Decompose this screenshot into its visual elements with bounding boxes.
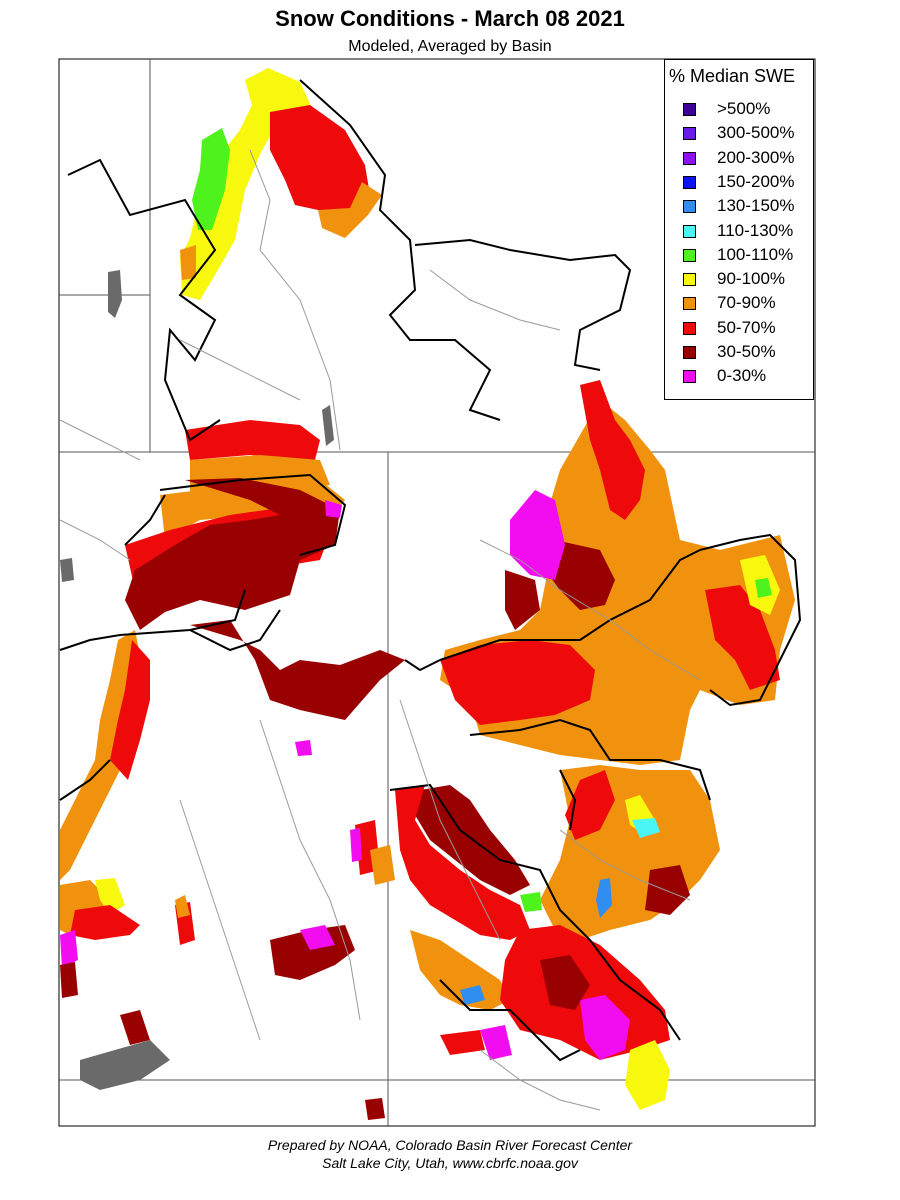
legend-swatch [683,151,696,165]
region-30-50-south-dots-2 [365,1098,385,1120]
legend-swatch [683,127,696,141]
lake-southwest [80,1040,170,1090]
region-50-70-south-b [395,785,530,940]
legend-swatch [683,297,696,311]
snow-regions [60,68,795,1120]
region-50-70-east-core [440,640,595,725]
region-30-50-southeast [540,955,590,1010]
legend-swatch [683,370,696,384]
legend-label: 70-90% [717,293,776,313]
lake-west [108,270,122,318]
legend-swatch [683,175,696,189]
region-0-30-mid-spot [350,828,362,862]
legend-label: 110-130% [717,220,794,240]
lake-west-2 [60,558,74,582]
region-30-50-south-dots [120,1010,150,1045]
legend-title: % Median SWE [669,66,796,86]
region-50-70-south-a [565,770,615,840]
region-70-90-south-b [410,930,510,1010]
legend-swatch [683,321,696,335]
region-130-150-south-b [460,985,485,1005]
basin-boundaries [59,79,802,1062]
legend-swatch [683,103,696,116]
legend-label: >500% [717,99,771,118]
region-30-50-southwest [60,962,78,998]
rivers [59,149,701,1111]
region-50-70-west-strip [110,640,150,780]
region-30-50-ridge [190,620,405,720]
region-30-50-central [125,478,340,630]
legend-label: 0-30% [717,366,767,386]
region-50-70-east-edge [705,585,780,690]
region-90-100-north [180,68,312,300]
footer-credit: Prepared by NOAA, Colorado Basin River F… [267,1137,633,1153]
region-0-30-southeast [580,995,630,1060]
region-30-50-south-a [645,865,690,915]
region-0-30-spot-central [325,500,342,518]
region-30-50-east [545,540,615,610]
region-70-90-west-spot [175,895,190,918]
region-50-70-southwest [70,905,140,940]
region-0-30-south-middle [300,925,335,950]
region-70-90-west-strip [60,630,145,880]
region-130-150-lake [596,878,612,918]
legend: % Median SWE >500% 300-500% 200-300% 150-20… [664,59,814,400]
lake-central [322,405,334,446]
water-bodies [60,270,334,1090]
legend-label: 30-50% [717,342,776,361]
region-30-50-south-middle [270,925,355,980]
legend-label: 100-110% [717,244,794,264]
region-0-30-southwest [60,930,78,968]
region-100-110-east-edge [755,578,772,598]
region-0-30-east [510,490,565,580]
region-90-100-southeast [625,1040,670,1110]
legend-swatch [683,224,696,238]
region-0-30-south-spot [480,1025,512,1060]
legend-label: 90-100% [717,269,786,289]
region-50-70-south-spot [440,1030,485,1055]
map-subtitle: Modeled, Averaged by Basin [348,38,552,55]
legend-swatch [683,248,696,262]
legend-swatch [683,200,696,214]
legend-label: 200-300% [717,147,795,167]
region-50-70-band [185,420,320,460]
region-70-90-southwest [60,880,110,935]
legend-label: 130-150% [717,196,795,216]
legend-label: 150-200% [717,171,795,191]
region-100-110-south-b [520,892,542,912]
region-0-30-west-dot [295,740,312,756]
legend-label: 300-500% [717,123,795,143]
region-30-50-east-2 [505,570,540,630]
state-boundaries [59,59,815,1126]
footer-location: Salt Lake City, Utah, www.cbrfc.noaa.gov [322,1155,578,1171]
region-70-90-north [318,182,382,238]
region-90-100-southwest [95,878,125,915]
map-title: Snow Conditions - March 08 2021 [275,6,625,31]
region-50-70-north [270,105,370,210]
legend-swatch [683,346,696,359]
region-50-70-east-north [580,380,645,520]
region-100-110-north [192,128,230,230]
legend-swatch [683,273,696,287]
legend-label: 50-70% [717,317,776,337]
region-70-90-mid-spot [370,845,395,885]
region-110-130-south [632,818,660,838]
region-70-90-northwest [180,245,196,280]
